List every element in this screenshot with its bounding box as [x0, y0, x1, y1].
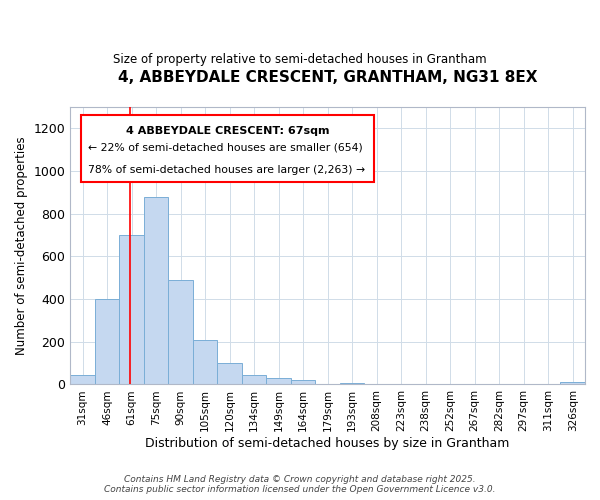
Bar [70, 375, 95, 384]
Bar [291, 380, 316, 384]
Bar [193, 340, 217, 384]
Bar [560, 382, 585, 384]
Text: ← 22% of semi-detached houses are smaller (654): ← 22% of semi-detached houses are smalle… [88, 142, 363, 152]
Bar [144, 196, 169, 384]
Title: 4, ABBEYDALE CRESCENT, GRANTHAM, NG31 8EX: 4, ABBEYDALE CRESCENT, GRANTHAM, NG31 8E… [118, 70, 538, 85]
Bar [242, 375, 266, 384]
Bar [95, 299, 119, 384]
Bar [266, 378, 291, 384]
Y-axis label: Number of semi-detached properties: Number of semi-detached properties [15, 136, 28, 355]
Text: 4 ABBEYDALE CRESCENT: 67sqm: 4 ABBEYDALE CRESCENT: 67sqm [125, 126, 329, 136]
Bar [119, 235, 144, 384]
Text: 78% of semi-detached houses are larger (2,263) →: 78% of semi-detached houses are larger (… [88, 165, 365, 175]
Text: Size of property relative to semi-detached houses in Grantham: Size of property relative to semi-detach… [113, 52, 487, 66]
Text: Contains HM Land Registry data © Crown copyright and database right 2025.: Contains HM Land Registry data © Crown c… [124, 475, 476, 484]
X-axis label: Distribution of semi-detached houses by size in Grantham: Distribution of semi-detached houses by … [145, 437, 510, 450]
Text: Contains public sector information licensed under the Open Government Licence v3: Contains public sector information licen… [104, 485, 496, 494]
FancyBboxPatch shape [80, 116, 374, 182]
Bar [169, 280, 193, 384]
Bar [217, 363, 242, 384]
